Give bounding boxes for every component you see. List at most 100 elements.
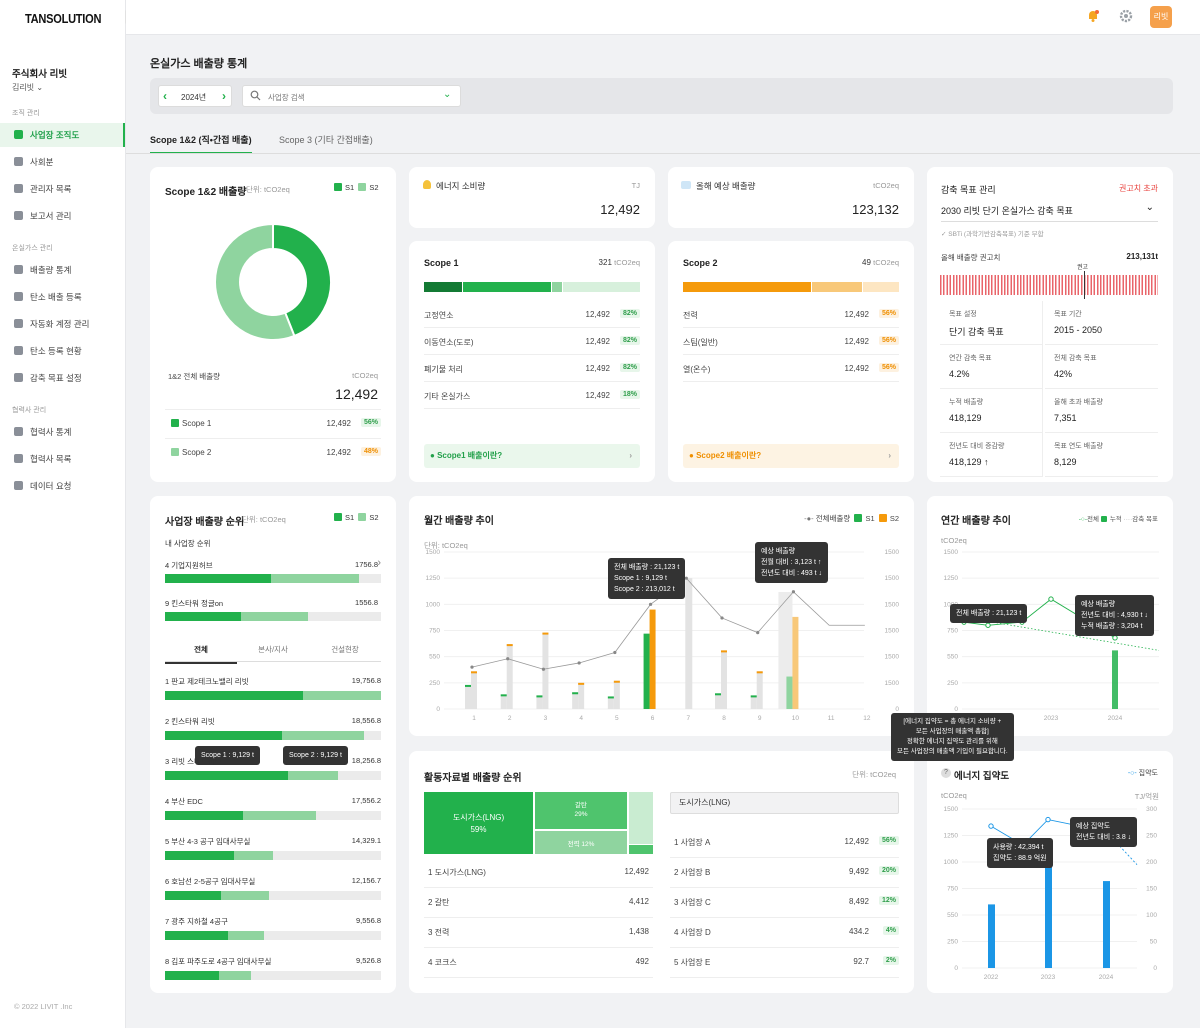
- s2-cap: [756, 671, 763, 674]
- list-item[interactable]: 2 갈탄 4,412: [424, 888, 653, 918]
- sidebar-item[interactable]: 탄소 등록 현황: [0, 339, 125, 363]
- forecast-value: 123,132: [852, 202, 899, 217]
- tab-all[interactable]: 전체: [165, 644, 237, 664]
- site-label: 9 킨스타워 정글on: [165, 599, 224, 608]
- list-item[interactable]: 4 코크스 492: [424, 948, 653, 978]
- detail-value: 8,129: [1054, 457, 1077, 467]
- sidebar-item[interactable]: 배출량 통계: [0, 258, 125, 282]
- legend-cumulative: 누적: [1109, 516, 1122, 523]
- sidebar-item[interactable]: 사업장 조직도: [0, 123, 125, 147]
- total-point: [470, 665, 474, 669]
- sidebar-item[interactable]: 관리자 목록: [0, 177, 125, 201]
- legend-swatch-s1: [334, 183, 342, 191]
- user-selector[interactable]: 김리빗 ⌄: [12, 82, 43, 93]
- list-item[interactable]: 1 도시가스(LNG) 12,492: [424, 858, 653, 888]
- row-label: 1 도시가스(LNG): [428, 868, 486, 877]
- sidebar-item[interactable]: 감축 목표 설정: [0, 366, 125, 390]
- total-point: [577, 661, 581, 665]
- x-tick-label: 5: [615, 715, 619, 722]
- s1-bar: [786, 676, 793, 709]
- legend-intensity: 집약도: [1138, 770, 1158, 777]
- tooltip-2024: 예상 집약도 전년도 대비 : 3.8 ↓: [1070, 817, 1138, 847]
- selected-activity[interactable]: 도시가스(LNG): [670, 792, 899, 814]
- scope2-info-link[interactable]: ● Scope2 배출이란? ›: [683, 444, 899, 468]
- x-tick-label: 2: [508, 715, 512, 722]
- info-icon: ●: [430, 451, 435, 460]
- row-value: 1,438: [628, 927, 649, 936]
- sidebar-item[interactable]: 자동화 계정 관리: [0, 312, 125, 336]
- donut-slice-S2: [214, 222, 296, 341]
- next-year-button[interactable]: ›: [222, 89, 226, 103]
- treemap-lng[interactable]: 도시가스(LNG) 59%: [424, 792, 533, 854]
- y-tick-label: 1250: [426, 575, 441, 582]
- site-label: 1 판교 제2테크노밸리 리빗: [165, 677, 249, 686]
- legend-swatch-s1: [854, 514, 863, 522]
- y-tick-label: 1250: [944, 575, 959, 582]
- menu-icon: [14, 481, 23, 490]
- menu-icon: [14, 292, 23, 301]
- treemap-power[interactable]: 전력 12%: [535, 831, 627, 854]
- legend: -●- 전체배출량 S1 S2: [804, 513, 899, 524]
- sidebar-item-label: 관리자 목록: [30, 184, 72, 194]
- scope1-value: 12,492: [326, 419, 351, 428]
- tab-scope12[interactable]: Scope 1&2 (직•간접 배출): [150, 133, 252, 154]
- nav-section-title: 온실가스 관리: [12, 245, 53, 252]
- scope2-value: 12,492: [326, 448, 351, 457]
- site-value: 19,756.8: [351, 676, 381, 685]
- list-item[interactable]: 3 전력 1,438: [424, 918, 653, 948]
- sidebar-item[interactable]: 데이터 요청: [0, 474, 125, 498]
- sidebar-item[interactable]: 탄소 배출 등록: [0, 285, 125, 309]
- brand-logo[interactable]: TANSOLUTION: [25, 11, 102, 26]
- scope1-label: Scope 1: [182, 419, 212, 428]
- target-detail: 올해 초과 배출량 7,351: [1045, 389, 1158, 433]
- treemap-lignite[interactable]: 갈탄 29%: [535, 792, 627, 829]
- list-item: Scope 1 12,492 56%: [165, 409, 381, 439]
- sidebar-item[interactable]: 협력사 통계: [0, 420, 125, 444]
- legend-s1: S1: [345, 513, 355, 522]
- swatch: [171, 448, 179, 456]
- target-select[interactable]: 2030 리빗 단기 온실가스 감축 목표 ⌄: [941, 202, 1158, 222]
- chevron-right-icon: ›: [888, 451, 891, 460]
- list-item: Scope 2 12,492 48%: [165, 439, 381, 469]
- treemap-coke: [629, 845, 653, 854]
- row-value: 434.2: [848, 927, 869, 936]
- list-item: 1 사업장 A 12,492 56%: [670, 828, 899, 858]
- sidebar-item[interactable]: 협력사 목록: [0, 447, 125, 471]
- bar-segment: [683, 282, 812, 292]
- site-search-input[interactable]: 사업장 검색 ⌄: [242, 85, 461, 107]
- target-detail: 목표 설정 단기 감축 목표: [940, 301, 1043, 345]
- row-label: Scope 2: [171, 448, 211, 457]
- gear-icon[interactable]: [1119, 9, 1133, 23]
- company-name: 주식회사 리빗: [12, 69, 68, 80]
- row-value: 9,492: [848, 867, 869, 876]
- y-tick-label: 750: [947, 886, 958, 893]
- help-icon[interactable]: ?: [941, 768, 951, 778]
- x-tick-label: 4: [579, 715, 583, 722]
- unit-label: 단위: tCO2eq: [852, 770, 896, 779]
- sidebar-item-label: 데이터 요청: [30, 481, 72, 491]
- y-tick-label: 250: [947, 680, 958, 687]
- pct-badge: 56%: [878, 336, 899, 345]
- tooltip-2024: 예상 배출량 전년도 대비 : 4,930 t ↓ 누적 배출량 : 3,204 t: [1075, 595, 1154, 636]
- row-label: 열(온수): [683, 365, 711, 374]
- tab-construction[interactable]: 건설현장: [331, 645, 359, 654]
- treemap-other: [629, 792, 653, 844]
- sbti-note: ✓ SBTi (과학기반감축목표) 기준 부합: [941, 228, 1044, 238]
- detail-label: 목표 설정: [949, 311, 977, 318]
- pct-badge: 48%: [360, 447, 381, 456]
- tab-scope3[interactable]: Scope 3 (기타 간접배출): [279, 135, 373, 145]
- scope1-segment: [165, 612, 241, 621]
- bell-icon[interactable]: [1086, 9, 1100, 23]
- scope1-info-link[interactable]: ● Scope1 배출이란? ›: [424, 444, 640, 468]
- sidebar-item[interactable]: 사회분: [0, 150, 125, 174]
- row-label: 이동연소(도로): [424, 338, 474, 347]
- target-detail: 목표 기간 2015 - 2050: [1045, 301, 1158, 345]
- sidebar-item[interactable]: 보고서 관리: [0, 204, 125, 228]
- avatar[interactable]: 리빗: [1150, 6, 1172, 28]
- y-tick-label: 750: [947, 628, 958, 635]
- tab-hq[interactable]: 본사/지사: [258, 645, 288, 654]
- total-point: [613, 650, 617, 655]
- chevron-right-icon[interactable]: ›: [377, 557, 381, 569]
- prev-year-button[interactable]: ‹: [163, 89, 167, 103]
- scope2-segment: [240, 612, 308, 621]
